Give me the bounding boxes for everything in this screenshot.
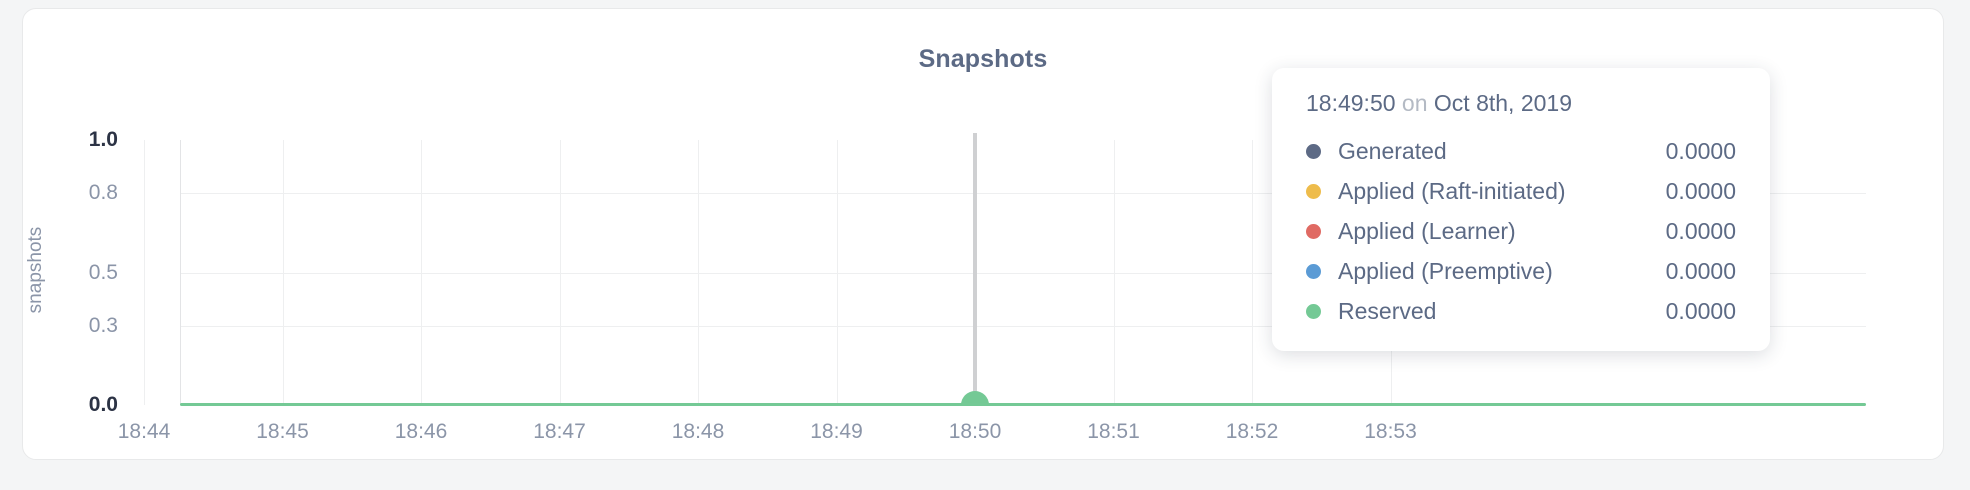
y-axis-tick-label: 0.3	[88, 313, 118, 337]
gridline-vertical	[1252, 140, 1253, 405]
tooltip-date: Oct 8th, 2019	[1433, 90, 1572, 116]
x-axis-tick-label: 18:46	[394, 420, 448, 443]
gridline-horizontal	[180, 325, 1866, 327]
series-color-dot-icon	[1306, 303, 1321, 319]
tooltip-header: 18:49:50 on Oct 8th, 2019	[1306, 90, 1736, 117]
gridline-vertical	[698, 140, 699, 405]
series-color-dot-icon	[1306, 143, 1321, 159]
y-axis-tick-label: 1.0	[88, 128, 118, 151]
x-axis-tick-label: 18:52	[1225, 420, 1279, 443]
x-axis-tick-label: 18:51	[1087, 420, 1140, 443]
gridline-vertical	[144, 140, 145, 405]
y-axis-tick-label: 0.8	[88, 181, 118, 204]
series-line-reserved	[180, 403, 1866, 406]
y-axis-line	[180, 140, 181, 405]
page-title: Snapshots	[918, 45, 1048, 73]
x-axis-tick-label: 18:44	[117, 420, 171, 443]
tooltip-series-value: 0.0000	[1665, 257, 1736, 284]
tooltip-series-label: Reserved	[1338, 297, 1437, 324]
tooltip-row: Generated 0.0000	[1306, 131, 1736, 171]
chart-tooltip: 18:49:50 on Oct 8th, 2019 Generated 0.000…	[1272, 68, 1770, 351]
x-axis-tick-label: 18:49	[810, 420, 863, 443]
x-axis-tick-label: 18:47	[533, 420, 586, 443]
tooltip-row: Applied (Preemptive) 0.0000	[1306, 251, 1736, 291]
series-color-dot-icon	[1306, 263, 1321, 279]
x-axis-tick-label: 18:45	[256, 420, 309, 443]
tooltip-series-label: Applied (Raft-initiated)	[1338, 177, 1566, 204]
tooltip-series-label: Applied (Preemptive)	[1338, 257, 1553, 284]
tooltip-series-value: 0.0000	[1665, 137, 1736, 164]
tooltip-row: Applied (Learner) 0.0000	[1306, 211, 1736, 251]
tooltip-series-value: 0.0000	[1665, 297, 1736, 324]
tooltip-series-label: Applied (Learner)	[1338, 217, 1516, 244]
series-color-dot-icon	[1306, 223, 1321, 239]
gridline-vertical	[975, 140, 976, 405]
x-axis-tick-label: 18:50	[948, 420, 1002, 443]
tooltip-series-value: 0.0000	[1665, 177, 1736, 204]
tooltip-series-label: Generated	[1338, 137, 1447, 164]
x-axis-tick-label: 18:48	[671, 420, 725, 443]
y-axis-title: snapshots	[25, 226, 46, 314]
tooltip-rows: Generated 0.0000 Applied (Raft-initiated) 0…	[1306, 131, 1736, 331]
gridline-vertical	[559, 140, 561, 405]
gridline-vertical	[1113, 140, 1115, 405]
x-axis-tick-label: 18:53	[1364, 420, 1417, 443]
tooltip-row: Applied (Raft-initiated) 0.0000	[1306, 171, 1736, 211]
gridline-vertical	[282, 140, 284, 405]
tooltip-time: 18:49:50	[1306, 90, 1396, 116]
tooltip-on-word: on	[1401, 90, 1428, 116]
y-axis-tick-label: 0.0	[88, 393, 118, 416]
gridline-vertical	[836, 140, 838, 405]
tooltip-series-value: 0.0000	[1665, 217, 1736, 244]
gridline-horizontal	[180, 272, 1866, 274]
gridline-horizontal	[180, 193, 1866, 194]
y-axis-tick-label: 0.5	[88, 260, 118, 284]
gridline-vertical	[421, 140, 422, 405]
series-color-dot-icon	[1306, 183, 1321, 199]
tooltip-row: Reserved 0.0000	[1306, 291, 1736, 331]
